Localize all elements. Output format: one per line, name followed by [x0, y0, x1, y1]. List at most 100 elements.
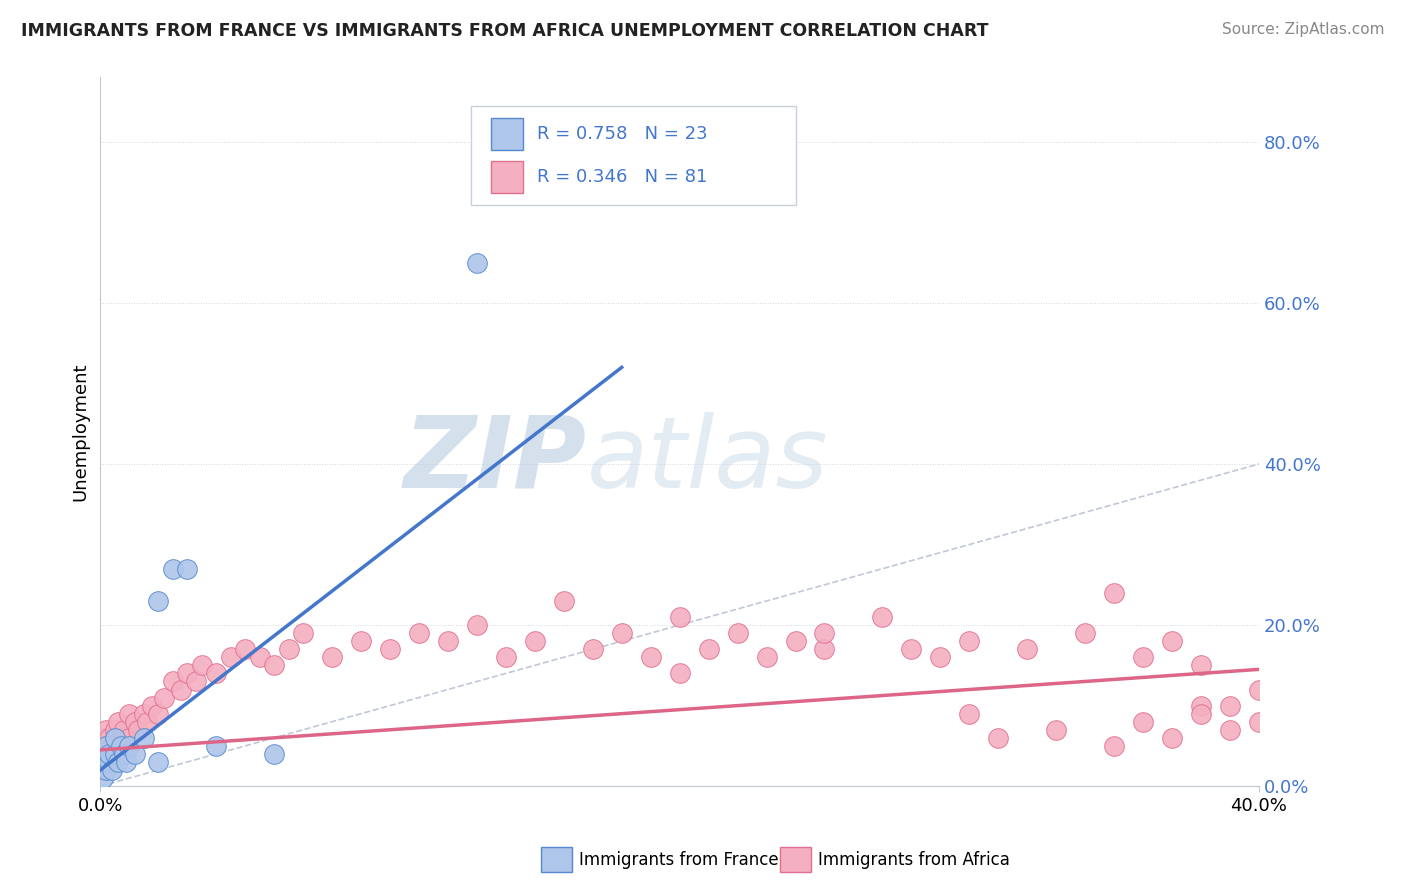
Point — [205, 666, 228, 681]
Point — [1189, 698, 1212, 713]
Point — [929, 650, 952, 665]
Point — [219, 650, 242, 665]
Point — [98, 755, 121, 769]
Point — [110, 739, 132, 753]
Point — [115, 739, 138, 753]
Point — [755, 650, 778, 665]
Point — [292, 626, 315, 640]
FancyBboxPatch shape — [491, 118, 523, 150]
Point — [112, 747, 135, 761]
Point — [900, 642, 922, 657]
Text: Immigrants from France: Immigrants from France — [579, 851, 779, 869]
Point — [110, 731, 132, 745]
Point — [170, 682, 193, 697]
Point — [610, 626, 633, 640]
Point — [872, 610, 894, 624]
Point — [110, 747, 132, 761]
Text: R = 0.758   N = 23: R = 0.758 N = 23 — [537, 125, 707, 143]
Point — [263, 658, 285, 673]
Text: IMMIGRANTS FROM FRANCE VS IMMIGRANTS FROM AFRICA UNEMPLOYMENT CORRELATION CHART: IMMIGRANTS FROM FRANCE VS IMMIGRANTS FRO… — [21, 22, 988, 40]
Point — [118, 731, 141, 745]
Point — [1074, 626, 1097, 640]
Point — [1189, 706, 1212, 721]
Point — [1132, 650, 1154, 665]
Point — [1102, 739, 1125, 753]
Point — [94, 763, 117, 777]
Point — [184, 674, 207, 689]
Point — [582, 642, 605, 657]
Point — [153, 690, 176, 705]
Point — [465, 618, 488, 632]
Point — [465, 255, 488, 269]
Point — [104, 731, 127, 745]
Point — [957, 706, 980, 721]
Point — [101, 763, 124, 777]
Point — [1045, 723, 1067, 737]
Point — [148, 594, 170, 608]
Text: ZIP: ZIP — [404, 411, 586, 508]
Point — [91, 747, 114, 761]
Point — [135, 714, 157, 729]
Point — [668, 610, 690, 624]
Point — [94, 723, 117, 737]
Point — [1247, 682, 1270, 697]
Point — [124, 747, 146, 761]
Point — [1161, 731, 1184, 745]
Point — [957, 634, 980, 648]
Point — [1017, 642, 1039, 657]
Point — [132, 706, 155, 721]
Point — [233, 642, 256, 657]
Point — [91, 771, 114, 785]
Point — [148, 706, 170, 721]
Point — [91, 731, 114, 745]
Point — [813, 642, 835, 657]
Point — [141, 698, 163, 713]
Text: atlas: atlas — [586, 411, 828, 508]
Point — [115, 755, 138, 769]
Point — [785, 634, 807, 648]
Point — [205, 739, 228, 753]
Point — [162, 674, 184, 689]
Point — [104, 747, 127, 761]
Point — [118, 739, 141, 753]
Point — [118, 706, 141, 721]
Point — [91, 755, 114, 769]
Point — [277, 642, 299, 657]
Point — [101, 739, 124, 753]
Point — [176, 666, 198, 681]
Point — [495, 650, 517, 665]
Point — [112, 723, 135, 737]
Point — [727, 626, 749, 640]
Point — [148, 755, 170, 769]
FancyBboxPatch shape — [471, 106, 796, 205]
Text: Immigrants from Africa: Immigrants from Africa — [818, 851, 1010, 869]
Point — [127, 723, 149, 737]
Text: Source: ZipAtlas.com: Source: ZipAtlas.com — [1222, 22, 1385, 37]
Point — [98, 747, 121, 761]
Point — [94, 755, 117, 769]
Point — [107, 755, 129, 769]
Y-axis label: Unemployment: Unemployment — [72, 362, 89, 501]
Point — [176, 562, 198, 576]
Text: R = 0.346   N = 81: R = 0.346 N = 81 — [537, 168, 707, 186]
Point — [813, 626, 835, 640]
Point — [523, 634, 546, 648]
Point — [263, 747, 285, 761]
Point — [249, 650, 271, 665]
Point — [132, 731, 155, 745]
Point — [1219, 698, 1241, 713]
Point — [94, 739, 117, 753]
Point — [1189, 658, 1212, 673]
Point — [101, 755, 124, 769]
Point — [104, 723, 127, 737]
Point — [98, 747, 121, 761]
Point — [408, 626, 430, 640]
Point — [1161, 634, 1184, 648]
Point — [1219, 723, 1241, 737]
Point — [321, 650, 343, 665]
Point — [162, 562, 184, 576]
Point — [553, 594, 575, 608]
Point — [107, 739, 129, 753]
Point — [378, 642, 401, 657]
Point — [124, 714, 146, 729]
